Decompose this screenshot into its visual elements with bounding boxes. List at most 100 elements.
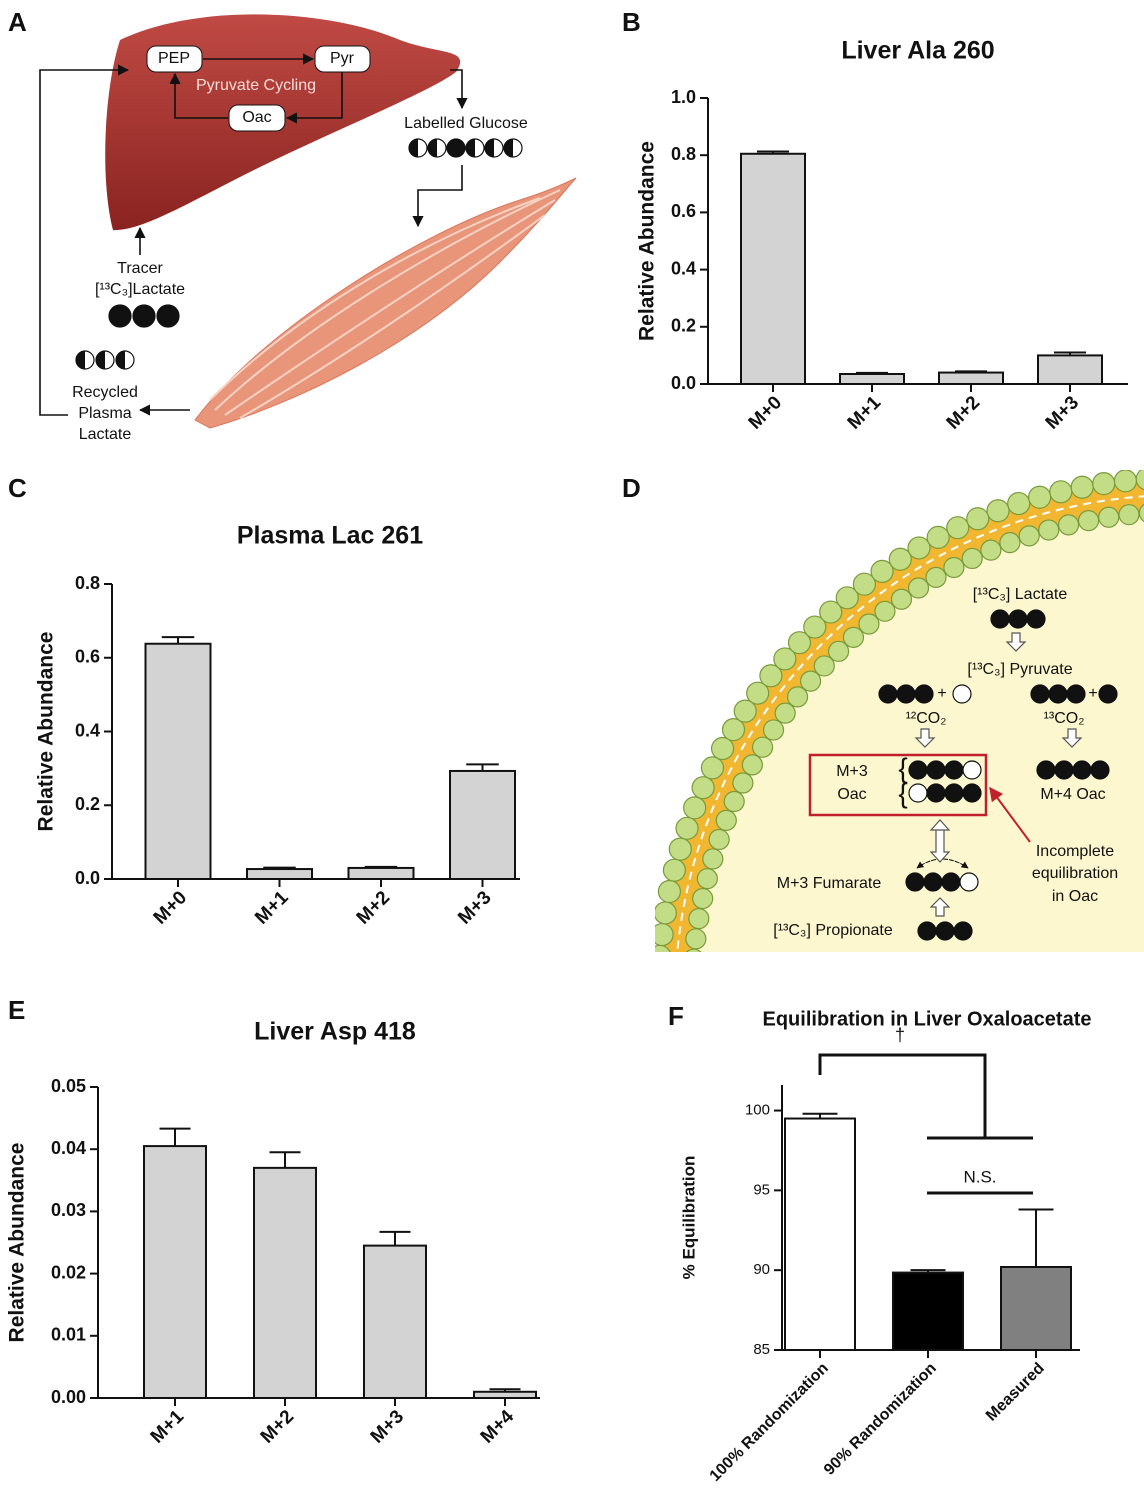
- annotation: N.S.: [963, 1167, 996, 1186]
- y-tick-label: 0.4: [671, 258, 696, 278]
- diagram-d: [647, 470, 1144, 989]
- x-tick-label: M+0: [150, 887, 191, 928]
- carbon: [908, 783, 928, 803]
- carbon: [941, 872, 961, 892]
- bar: [784, 1117, 856, 1351]
- y-tick-label: 95: [753, 1181, 770, 1198]
- x-tick-label: M+2: [353, 887, 394, 928]
- y-tick-label: 0.05: [51, 1076, 86, 1096]
- brace: {: [898, 752, 907, 783]
- lipid-head: [926, 525, 950, 550]
- x-tick-label: 100% Randomization: [707, 1360, 832, 1485]
- carbon-half: [485, 139, 494, 157]
- chart-title: Liver Ala 260: [841, 37, 994, 65]
- bar: [363, 1244, 427, 1399]
- carbon: [944, 783, 964, 803]
- metabolite: [¹³C₃] Lactate: [973, 586, 1068, 603]
- lipid-head: [1018, 525, 1040, 547]
- chart-title: Plasma Lac 261: [237, 522, 423, 550]
- lipid-head: [700, 756, 725, 780]
- bar: [347, 866, 415, 880]
- carbon: [917, 921, 937, 941]
- glucose-label: Labelled Glucose: [404, 115, 528, 132]
- lipid-head: [787, 631, 812, 655]
- carbon: [1090, 760, 1110, 780]
- y-tick-label: 0.03: [51, 1200, 86, 1220]
- panel-label: F: [668, 1001, 684, 1031]
- y-axis-label: Relative Abundance: [6, 1143, 29, 1343]
- y-tick-label: 1.0: [671, 87, 696, 107]
- lipid-head: [773, 647, 797, 671]
- step-arrow: [914, 728, 936, 748]
- carbon: [914, 684, 934, 704]
- muscle: [194, 177, 577, 429]
- lipid-head: [1098, 506, 1120, 528]
- panel-label: A: [8, 7, 27, 37]
- lipid-head: [835, 586, 859, 610]
- recycled-label: Lactate: [79, 426, 132, 443]
- lipid-head: [986, 499, 1010, 523]
- co2: ¹³CO₂: [1044, 710, 1085, 727]
- lipid-head: [890, 588, 913, 610]
- node-box: [146, 45, 203, 73]
- bar: [144, 642, 212, 880]
- panel-label: D: [622, 473, 641, 503]
- exchange: [916, 858, 969, 869]
- carbon-half: [466, 139, 475, 157]
- lipid-head: [858, 613, 880, 635]
- panel-label: E: [8, 995, 25, 1025]
- x-tick-label: M+3: [1042, 392, 1083, 433]
- tracer-label: [¹³C₃]Lactate: [95, 281, 185, 298]
- node-label: Pyr: [330, 50, 355, 67]
- y-tick-label: 0.01: [51, 1325, 86, 1345]
- carbon: [1098, 684, 1118, 704]
- note: Incomplete: [1036, 843, 1114, 860]
- annotation: †: [895, 1025, 905, 1045]
- brace: {: [898, 777, 907, 808]
- lipid-head: [762, 719, 785, 741]
- y-tick-label: 0.4: [75, 720, 100, 740]
- x-tick-label: M+4: [477, 1406, 519, 1448]
- x-tick-label: M+3: [454, 887, 495, 928]
- lipid-head: [1135, 470, 1144, 491]
- lipid-head: [702, 848, 724, 870]
- lipid-head: [1077, 510, 1100, 532]
- note: in Oac: [1052, 888, 1098, 905]
- lipid-head: [1028, 485, 1052, 509]
- lipid-head: [688, 908, 710, 930]
- lipid-head: [1070, 475, 1094, 499]
- lipid-head: [675, 816, 699, 840]
- lipid-head: [662, 858, 686, 882]
- lipid-head: [774, 702, 796, 724]
- lipid-head: [732, 772, 754, 794]
- lipid-head: [961, 547, 983, 570]
- panel-label: B: [622, 7, 641, 37]
- y-tick-label: 0.04: [51, 1138, 86, 1158]
- carbon: [878, 684, 898, 704]
- carbon: [1026, 609, 1046, 629]
- muscle-fibers: [209, 189, 561, 419]
- carbon: [1066, 684, 1086, 704]
- lipid-head: [813, 655, 835, 677]
- lipid-head: [999, 532, 1021, 554]
- carbon: [446, 138, 466, 158]
- lipid-head: [980, 539, 1002, 561]
- lipid-head: [870, 559, 894, 583]
- y-tick-label: 0.2: [75, 794, 100, 814]
- carbon: [1048, 684, 1068, 704]
- carbon: [926, 783, 946, 803]
- x-tick-label: M+1: [844, 392, 886, 434]
- lipid-head: [907, 536, 931, 560]
- node-label: PEP: [158, 50, 190, 67]
- y-tick-label: 85: [753, 1341, 770, 1358]
- carbon: [896, 684, 916, 704]
- metabolite: M+3: [836, 763, 868, 780]
- lipid-head: [1057, 514, 1080, 536]
- carbon: [1008, 609, 1028, 629]
- lipid-head: [786, 686, 809, 708]
- lipid-head: [647, 967, 669, 989]
- bar: [1037, 354, 1103, 385]
- x-tick-label: M+2: [257, 1406, 298, 1447]
- y-axis-label: Relative Abundance: [636, 141, 659, 341]
- carbon: [1030, 684, 1050, 704]
